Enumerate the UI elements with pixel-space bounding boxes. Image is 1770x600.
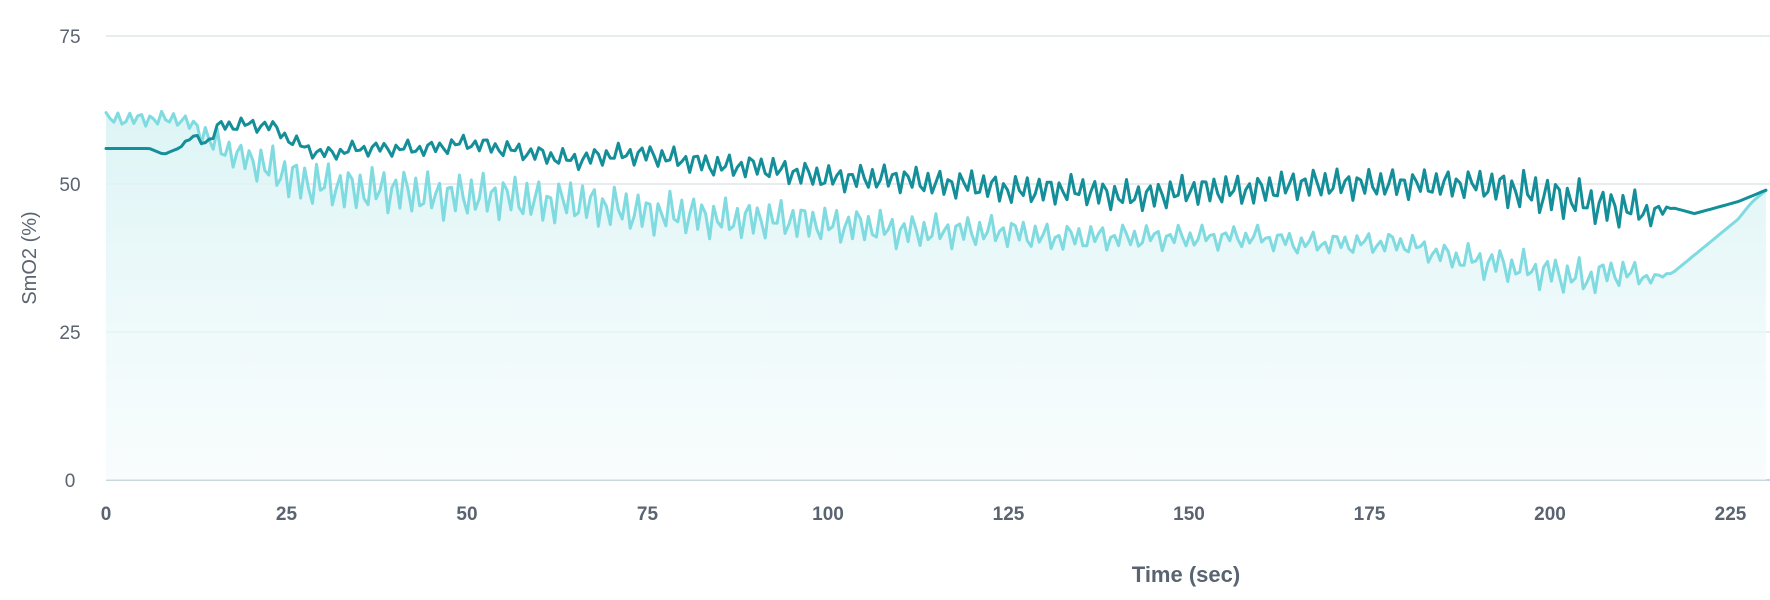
- x-tick-label-2: 50: [456, 504, 477, 525]
- x-tick-label-8: 200: [1534, 504, 1566, 525]
- x-tick-label-7: 175: [1354, 504, 1386, 525]
- x-tick-layer: 0 25 50 75 100 125 150 175 200 225: [101, 504, 1747, 525]
- x-tick-label-6: 150: [1173, 504, 1205, 525]
- y-tick-label-0: 0: [65, 471, 76, 492]
- area-layer: [106, 111, 1766, 481]
- series-area-fill: [106, 111, 1766, 481]
- x-tick-label-1: 25: [276, 504, 298, 525]
- x-tick-label-4: 100: [812, 504, 844, 525]
- y-tick-label-3: 75: [59, 27, 80, 48]
- x-tick-label-3: 75: [637, 504, 659, 525]
- y-axis-label: SmO2 (%): [19, 211, 41, 304]
- x-axis-label: Time (sec): [1132, 562, 1240, 587]
- series-line-0: [104, 116, 1768, 229]
- x-tick-label-5: 125: [993, 504, 1025, 525]
- series-layer: [104, 109, 1768, 295]
- y-tick-label-2: 50: [59, 175, 80, 196]
- y-tick-label-1: 25: [59, 323, 80, 344]
- x-tick-label-9: 225: [1715, 504, 1747, 525]
- x-tick-label-0: 0: [101, 504, 112, 525]
- y-tick-layer: 0 25 50 75: [59, 27, 80, 492]
- series-line-1: [104, 109, 1768, 295]
